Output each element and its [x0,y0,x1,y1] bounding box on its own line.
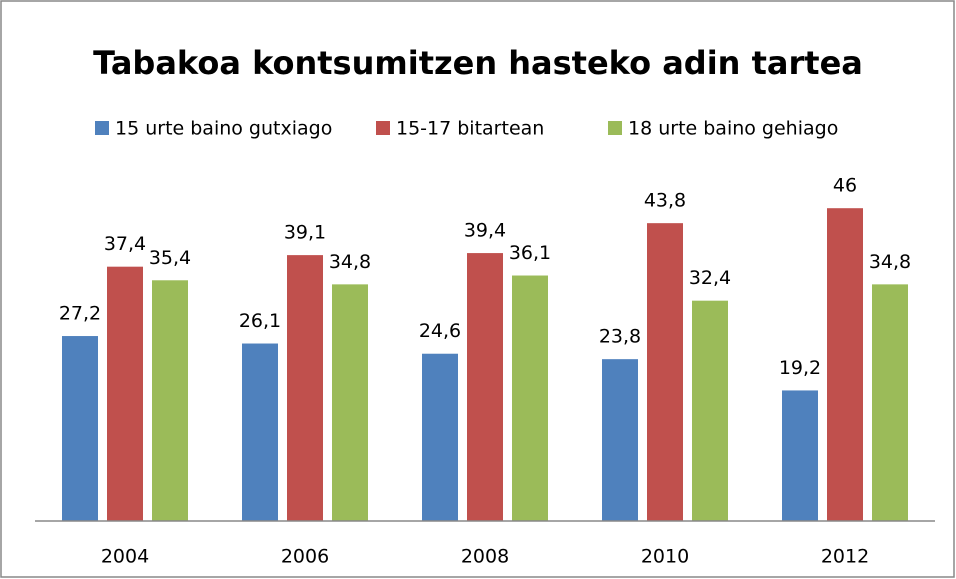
bar [62,336,98,521]
data-label: 35,4 [149,247,191,269]
legend-swatch [608,121,622,135]
data-label: 24,6 [419,320,461,342]
bar [422,353,458,521]
bar [332,284,368,521]
data-label: 39,4 [464,220,506,242]
data-label: 43,8 [644,190,686,212]
x-tick-label: 2008 [461,546,509,568]
data-label: 26,1 [239,310,281,332]
bar [512,275,548,521]
data-label: 46 [833,175,857,197]
data-label: 23,8 [599,326,641,348]
bar [602,359,638,521]
data-label: 34,8 [329,251,371,273]
x-tick-label: 2004 [101,546,149,568]
legend-swatch [376,121,390,135]
bar [467,253,503,521]
bar [107,266,143,521]
bar [287,255,323,521]
bar [152,280,188,521]
bar [692,300,728,521]
legend-label: 15-17 bitartean [396,118,544,140]
x-tick-label: 2010 [641,546,689,568]
bar [827,208,863,521]
legend-label: 15 urte baino gutxiago [115,118,332,140]
data-label: 37,4 [104,233,146,255]
bar [872,284,908,521]
bar [782,390,818,521]
data-label: 39,1 [284,222,326,244]
data-label: 32,4 [689,267,731,289]
data-label: 34,8 [869,251,911,273]
data-label: 27,2 [59,303,101,325]
chart-title: Tabakoa kontsumitzen hasteko adin tartea [93,44,863,82]
bar [647,223,683,521]
x-tick-label: 2012 [821,546,869,568]
legend-swatch [95,121,109,135]
bar [242,343,278,521]
data-label: 36,1 [509,242,551,264]
data-label: 19,2 [779,357,821,379]
x-tick-label: 2006 [281,546,329,568]
legend-label: 18 urte baino gehiago [628,118,838,140]
